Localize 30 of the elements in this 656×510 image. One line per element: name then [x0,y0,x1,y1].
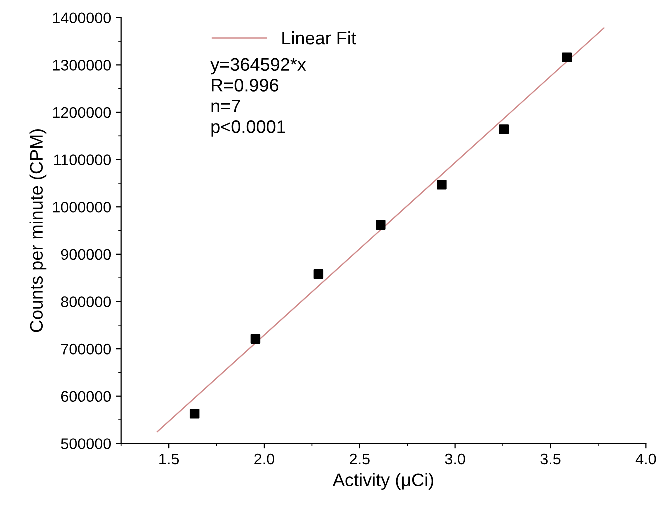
x-tick-label: 1.5 [160,454,180,465]
point [190,409,200,419]
y-tick-label: 1100000 [54,154,112,166]
x-tick-label: 4.0 [636,454,656,465]
y-tick-label: 1200000 [53,107,112,118]
y-tick-label: 700000 [61,344,112,355]
x-tick-label: 2.0 [254,454,275,465]
y-tick-label: 1400000 [53,12,112,24]
annotation: n=7 [212,100,240,112]
point [376,220,386,230]
y-tick-label: 1000000 [53,202,112,213]
point [562,52,572,62]
x-tick-label: 3.0 [445,454,466,465]
x-tick-label: 3.5 [540,454,561,465]
x-axis-title: Activity (μCi) [332,473,434,490]
annotation: y=364592*x [210,58,306,75]
y-tick-label: 800000 [61,296,112,308]
annotation: p<0.0001 [212,120,286,137]
point [499,124,510,134]
legend-label: Linear Fit [282,31,356,45]
y-tick-label: 1300000 [53,60,112,71]
point [314,269,324,280]
point [437,180,447,190]
point [250,334,261,344]
annotation: R=0.996 [212,79,279,92]
y-axis-title: Counts per minute (CPM) [30,130,47,332]
y-tick-label: 600000 [61,391,112,402]
x-tick-label: 2.5 [350,454,370,465]
y-tick-label: 900000 [61,249,112,260]
y-tick-label: 500000 [61,438,112,450]
